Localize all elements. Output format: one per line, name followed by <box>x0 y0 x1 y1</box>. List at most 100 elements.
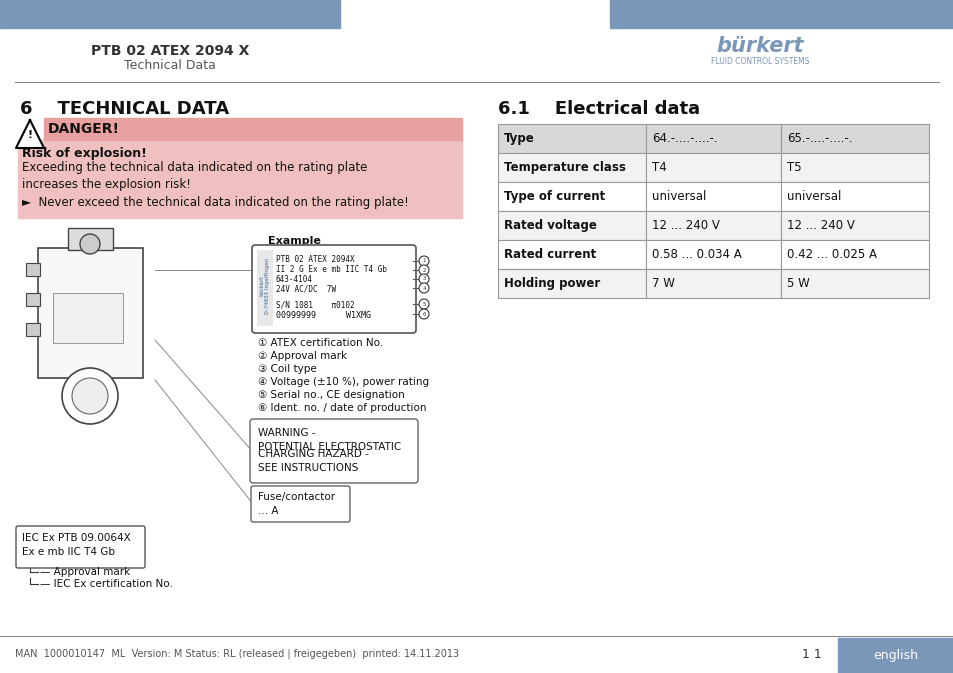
Bar <box>781 240 928 269</box>
Text: Type of current: Type of current <box>503 190 604 203</box>
Text: 5 W: 5 W <box>786 277 809 290</box>
Bar <box>781 153 928 182</box>
Text: Technical Data: Technical Data <box>124 59 215 72</box>
Bar <box>645 211 781 240</box>
Bar <box>781 211 928 240</box>
Bar <box>26 263 40 276</box>
Bar <box>645 124 781 153</box>
Circle shape <box>62 368 118 424</box>
Text: IEC Ex PTB 09.0064X
Ex e mb IIC T4 Gb: IEC Ex PTB 09.0064X Ex e mb IIC T4 Gb <box>22 533 131 557</box>
Bar <box>497 182 645 211</box>
Text: ⑥ Ident. no. / date of production: ⑥ Ident. no. / date of production <box>257 403 426 413</box>
Bar <box>497 153 645 182</box>
Circle shape <box>71 378 108 414</box>
Text: PTB 02 ATEX 2094 X: PTB 02 ATEX 2094 X <box>91 44 249 58</box>
Text: 2: 2 <box>422 267 425 273</box>
Bar <box>781 269 928 298</box>
Text: 7 W: 7 W <box>651 277 674 290</box>
Text: ►  Never exceed the technical data indicated on the rating plate!: ► Never exceed the technical data indica… <box>22 196 408 209</box>
Bar <box>38 248 143 378</box>
Text: 65.-....-....-.: 65.-....-....-. <box>786 132 852 145</box>
Text: !: ! <box>28 131 32 141</box>
Text: Rated current: Rated current <box>503 248 596 261</box>
Bar <box>0 0 339 28</box>
Bar <box>645 240 781 269</box>
Text: 0.58 ... 0.034 A: 0.58 ... 0.034 A <box>651 248 741 261</box>
Bar <box>497 240 645 269</box>
Bar <box>781 182 928 211</box>
Text: — IEC Ex certification No.: — IEC Ex certification No. <box>40 579 172 589</box>
Text: english: english <box>873 649 918 662</box>
Bar <box>497 211 645 240</box>
Text: 64.-....-....-.: 64.-....-....-. <box>651 132 717 145</box>
Bar <box>781 124 928 153</box>
Text: II 2 G Ex e mb IIC T4 Gb: II 2 G Ex e mb IIC T4 Gb <box>275 265 387 274</box>
Circle shape <box>418 256 429 266</box>
FancyBboxPatch shape <box>251 486 350 522</box>
Text: ① ATEX certification No.: ① ATEX certification No. <box>257 338 383 348</box>
Text: ④ Voltage (±10 %), power rating: ④ Voltage (±10 %), power rating <box>257 377 429 387</box>
Bar <box>18 140 461 218</box>
Text: Example: Example <box>268 236 320 246</box>
Text: Temperature class: Temperature class <box>503 161 625 174</box>
Bar <box>497 124 645 153</box>
Text: WARNING -
POTENTIAL ELECTROSTATIC: WARNING - POTENTIAL ELECTROSTATIC <box>257 428 401 452</box>
Bar <box>53 293 123 343</box>
Bar <box>609 0 953 28</box>
Text: FLUID CONTROL SYSTEMS: FLUID CONTROL SYSTEMS <box>710 57 808 67</box>
Text: 6: 6 <box>422 312 425 316</box>
Circle shape <box>418 283 429 293</box>
Text: CHARGING HAZARD -
SEE INSTRUCTIONS: CHARGING HAZARD - SEE INSTRUCTIONS <box>257 449 369 473</box>
Bar <box>26 293 40 306</box>
Text: 6    TECHNICAL DATA: 6 TECHNICAL DATA <box>20 100 229 118</box>
Text: 3: 3 <box>422 277 425 281</box>
Text: Type: Type <box>503 132 535 145</box>
Text: S/N 1081    π0102: S/N 1081 π0102 <box>275 300 355 309</box>
Text: ⑤ Serial no., CE designation: ⑤ Serial no., CE designation <box>257 390 404 400</box>
Text: T4: T4 <box>651 161 666 174</box>
Bar <box>645 269 781 298</box>
Text: DANGER!: DANGER! <box>48 122 120 136</box>
Circle shape <box>80 234 100 254</box>
Text: bürkert
D-74653 Ingelfingen: bürkert D-74653 Ingelfingen <box>259 258 270 314</box>
Text: ② Approval mark: ② Approval mark <box>257 351 347 361</box>
Text: Exceeding the technical data indicated on the rating plate
increases the explosi: Exceeding the technical data indicated o… <box>22 161 367 191</box>
Text: Holding power: Holding power <box>503 277 599 290</box>
Text: 1: 1 <box>422 258 425 264</box>
Polygon shape <box>16 120 44 148</box>
Text: bürkert: bürkert <box>716 36 803 56</box>
Circle shape <box>418 309 429 319</box>
Bar <box>44 118 461 140</box>
Text: — Approval mark: — Approval mark <box>40 567 131 577</box>
Text: T5: T5 <box>786 161 801 174</box>
Circle shape <box>418 299 429 309</box>
Text: universal: universal <box>786 190 841 203</box>
Text: 24V AC/DC  7W: 24V AC/DC 7W <box>275 285 335 294</box>
Text: universal: universal <box>651 190 705 203</box>
Circle shape <box>418 265 429 275</box>
Bar <box>26 323 40 336</box>
Text: 0.42 ... 0.025 A: 0.42 ... 0.025 A <box>786 248 876 261</box>
Text: 643-4104: 643-4104 <box>275 275 313 284</box>
Bar <box>645 182 781 211</box>
Text: ③ Coil type: ③ Coil type <box>257 364 316 374</box>
Text: 00999999      W1XMG: 00999999 W1XMG <box>275 311 371 320</box>
Text: 1 1: 1 1 <box>801 649 821 662</box>
Text: MAN  1000010147  ML  Version: M Status: RL (released | freigegeben)  printed: 14: MAN 1000010147 ML Version: M Status: RL … <box>15 649 458 660</box>
Bar <box>256 250 273 326</box>
Text: 5: 5 <box>422 302 425 306</box>
FancyBboxPatch shape <box>252 245 416 333</box>
Bar <box>497 269 645 298</box>
Bar <box>645 153 781 182</box>
Text: Fuse/contactor
... A: Fuse/contactor ... A <box>257 492 335 516</box>
Text: Risk of explosion!: Risk of explosion! <box>22 147 147 160</box>
FancyBboxPatch shape <box>16 526 145 568</box>
Bar <box>837 638 953 673</box>
Text: PTB 02 ATEX 2094X: PTB 02 ATEX 2094X <box>275 255 355 264</box>
Text: 12 ... 240 V: 12 ... 240 V <box>651 219 720 232</box>
Text: 6.1    Electrical data: 6.1 Electrical data <box>497 100 700 118</box>
Bar <box>68 228 112 250</box>
Text: Rated voltage: Rated voltage <box>503 219 597 232</box>
Text: 12 ... 240 V: 12 ... 240 V <box>786 219 854 232</box>
Circle shape <box>418 274 429 284</box>
